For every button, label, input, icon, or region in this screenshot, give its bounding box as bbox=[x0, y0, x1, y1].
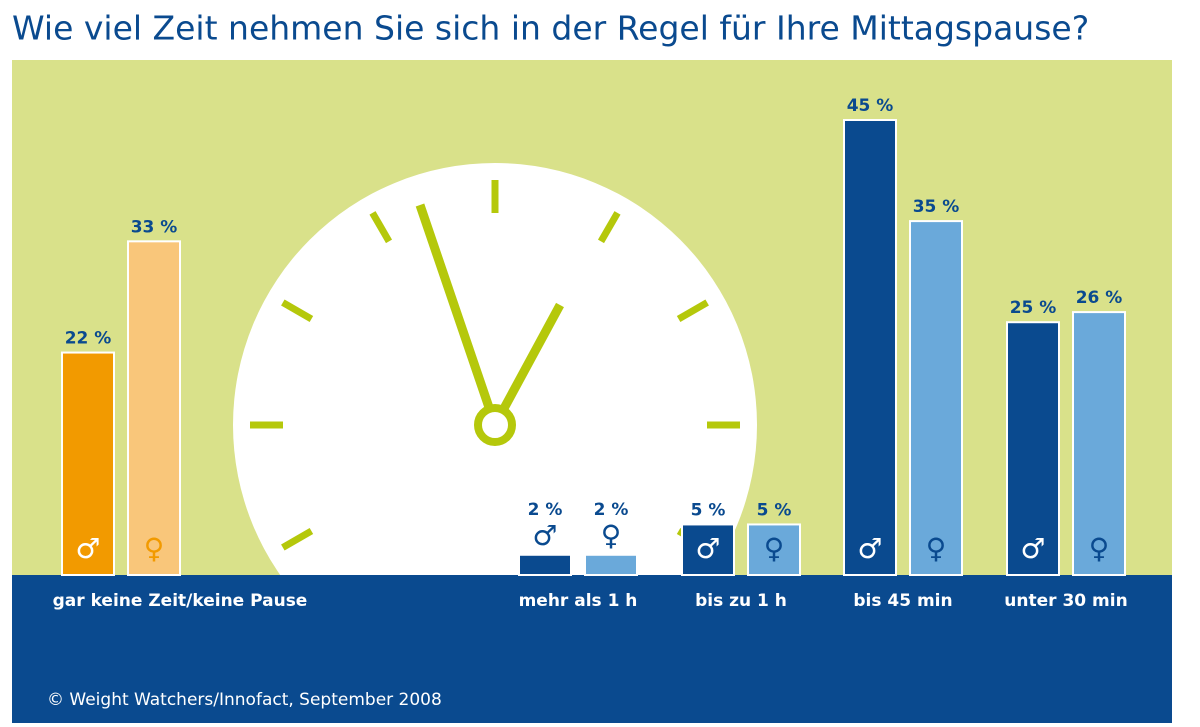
bar bbox=[584, 553, 638, 576]
gender-symbol: ♀ bbox=[926, 532, 947, 565]
hour-hand bbox=[491, 302, 564, 428]
bar bbox=[747, 523, 801, 577]
clock-center bbox=[474, 404, 516, 446]
gender-symbol: ♀ bbox=[1089, 532, 1110, 565]
bar bbox=[61, 351, 115, 576]
x-tick-label: unter 30 min bbox=[1004, 591, 1127, 611]
gender-symbol: ♀ bbox=[601, 519, 622, 552]
clock-ticks bbox=[250, 180, 740, 551]
clock bbox=[233, 163, 757, 575]
value-label: 35 % bbox=[913, 197, 960, 217]
clock-tick bbox=[281, 527, 314, 551]
value-label: 2 % bbox=[594, 500, 629, 520]
value-label: 33 % bbox=[131, 217, 178, 237]
gender-symbol: ♂ bbox=[857, 532, 882, 565]
value-label: 22 % bbox=[65, 329, 112, 349]
value-label: 5 % bbox=[691, 500, 726, 520]
gender-symbol: ♂ bbox=[532, 519, 557, 552]
gender-symbol: ♂ bbox=[695, 532, 720, 565]
chart-title: Wie viel Zeit nehmen Sie sich in der Reg… bbox=[12, 9, 1089, 48]
bar bbox=[1072, 311, 1126, 576]
bar bbox=[909, 220, 963, 576]
footer-band bbox=[12, 575, 1172, 723]
gender-symbol: ♀ bbox=[764, 532, 785, 565]
clock-tick bbox=[676, 299, 709, 323]
clock-tick bbox=[597, 211, 621, 244]
value-label: 5 % bbox=[757, 500, 792, 520]
source: © Weight Watchers/Innofact, September 20… bbox=[47, 690, 442, 710]
bar bbox=[843, 119, 897, 576]
bar bbox=[1006, 321, 1060, 576]
x-tick-label: bis 45 min bbox=[853, 591, 952, 611]
clock-tick bbox=[281, 299, 314, 323]
clock-face bbox=[233, 163, 757, 575]
bar bbox=[127, 240, 181, 576]
minute-hand bbox=[415, 203, 500, 427]
bar bbox=[518, 553, 572, 576]
gender-symbol: ♂ bbox=[1020, 532, 1045, 565]
x-tick-label: gar keine Zeit/keine Pause bbox=[53, 591, 308, 611]
clock-tick bbox=[369, 211, 393, 244]
value-label: 25 % bbox=[1010, 298, 1057, 318]
gender-symbol: ♂ bbox=[75, 532, 100, 565]
gender-symbol: ♀ bbox=[144, 532, 165, 565]
x-tick-label: mehr als 1 h bbox=[519, 591, 638, 611]
value-label: 45 % bbox=[847, 96, 894, 116]
value-label: 2 % bbox=[528, 500, 563, 520]
bar bbox=[681, 523, 735, 577]
x-tick-label: bis zu 1 h bbox=[695, 591, 787, 611]
value-label: 26 % bbox=[1076, 288, 1123, 308]
